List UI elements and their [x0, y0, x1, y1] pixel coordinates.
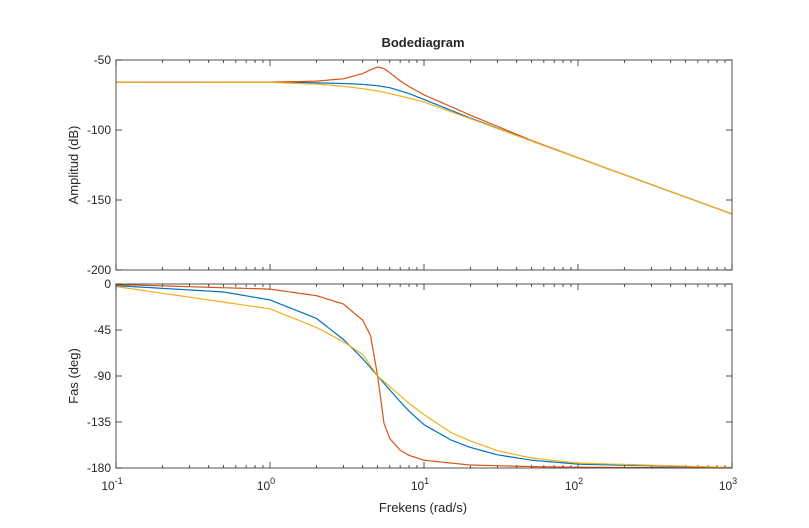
magnitude-panel: -50 -100 -150 -200 Amplitud (dB) — [66, 53, 733, 277]
x-tick-label: 100 — [257, 476, 275, 493]
chart-title: Bodediagram — [381, 35, 464, 50]
phase-panel: 0 -45 -90 -135 -180 Fas (deg) — [66, 277, 733, 475]
magnitude-y-tick-label: -50 — [94, 53, 112, 67]
phase-axes-box — [115, 283, 733, 469]
magnitude-series-3-line — [115, 81, 733, 215]
x-tick-label: 10-1 — [101, 476, 122, 493]
magnitude-ylabel: Amplitud (dB) — [66, 126, 81, 205]
magnitude-plot-area — [116, 60, 732, 270]
phase-y-tick-label: -180 — [87, 461, 111, 475]
x-axis-label: Frekens (rad/s) — [379, 500, 467, 515]
x-tick-label: 101 — [411, 476, 429, 493]
phase-series-1-line — [115, 285, 733, 469]
x-tick-label: 102 — [565, 476, 583, 493]
phase-ylabel: Fas (deg) — [66, 348, 81, 404]
phase-plot-area — [116, 284, 732, 468]
phase-y-tick-label: -90 — [94, 369, 112, 383]
phase-y-tick-label: -45 — [94, 323, 112, 337]
magnitude-axes-box — [115, 59, 733, 271]
phase-series-2-line — [115, 283, 733, 469]
x-tick-label: 103 — [719, 476, 737, 493]
magnitude-y-tick-label: -200 — [87, 263, 111, 277]
phase-series-3-line — [115, 285, 733, 469]
phase-y-tick-label: -135 — [87, 415, 111, 429]
phase-y-tick-label: 0 — [104, 277, 111, 291]
magnitude-y-tick-label: -150 — [87, 193, 111, 207]
magnitude-series-2-line — [115, 66, 733, 215]
magnitude-y-tick-label: -100 — [87, 123, 111, 137]
x-tick-labels: 10-1 100 101 102 103 — [101, 476, 737, 493]
